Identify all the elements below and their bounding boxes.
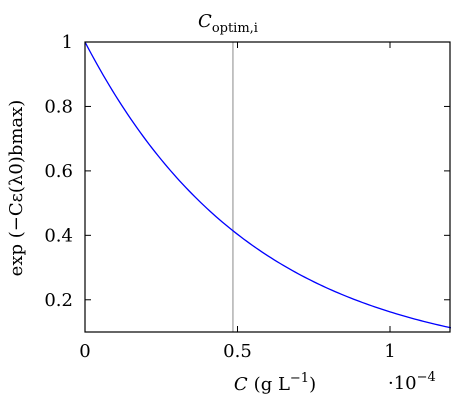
x-axis-multiplier: ·10−4	[388, 370, 436, 394]
y-tick-label: 1	[62, 32, 73, 53]
x-axis-label-var: C	[234, 374, 248, 395]
x-axis-multiplier-exp: −4	[417, 370, 436, 385]
y-tick-label: 0.8	[44, 96, 73, 117]
chart-title: Coptim,i	[198, 11, 258, 36]
x-tick-label: 1	[384, 341, 395, 362]
y-tick-label: 0.4	[44, 225, 73, 246]
chart-title-main: C	[198, 11, 212, 32]
series-line	[84, 41, 451, 329]
x-axis-label-unit: (g L	[254, 374, 290, 395]
x-axis-multiplier-base: ·10	[388, 373, 417, 394]
x-axis-label-unit-exp: −1	[290, 371, 309, 386]
y-tick-label: 0.2	[44, 290, 73, 311]
y-tick-label: 0.6	[44, 161, 73, 182]
x-tick-label: 0	[79, 341, 90, 362]
chart-title-subscript: optim,i	[212, 21, 258, 36]
y-axis-label: exp (−Cε(λ0)bmax)	[6, 100, 27, 277]
x-tick-label: 0.5	[223, 341, 252, 362]
x-axis-label-unit-close: )	[309, 374, 316, 395]
plot-frame	[84, 41, 451, 333]
x-axis-label: C (g L−1)	[234, 371, 316, 395]
